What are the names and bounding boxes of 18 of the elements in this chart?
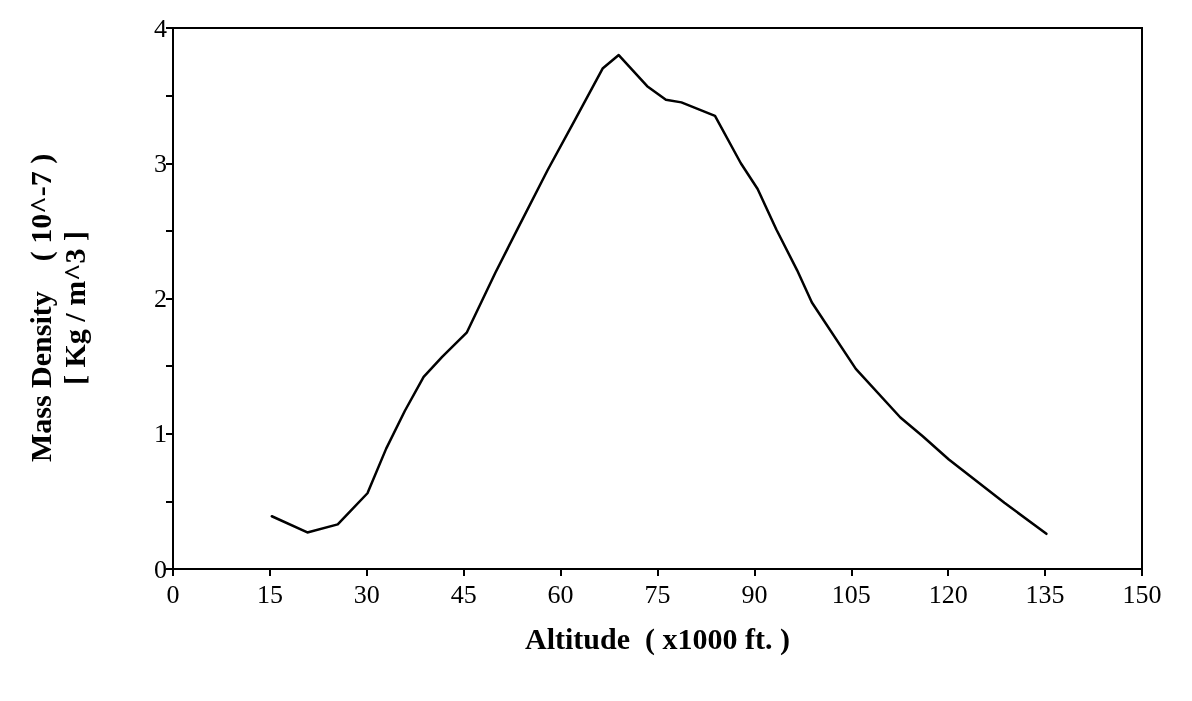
- x-tick-label: 90: [741, 579, 768, 609]
- x-tick-label: 150: [1122, 579, 1162, 609]
- x-tick-label: 135: [1025, 579, 1065, 609]
- x-tick-label: 45: [450, 579, 477, 609]
- x-tick-label: 30: [353, 579, 380, 609]
- x-tick-label: 105: [831, 579, 871, 609]
- y-tick-label: 1: [154, 419, 167, 449]
- y-tick-label: 2: [154, 284, 167, 313]
- line-series: [270, 53, 1048, 536]
- y-axis-title: Mass Density ( 10^-7 ) [ Kg / m^3 ]: [23, 153, 91, 463]
- x-tick-label: 120: [928, 579, 968, 609]
- y-tick-label: 3: [154, 148, 167, 178]
- x-tick-label: 15: [256, 579, 283, 609]
- x-axis-title: Altitude ( x1000 ft. ): [525, 621, 790, 656]
- y-tick-label: 0: [154, 554, 167, 584]
- x-tick-label: 75: [644, 579, 671, 609]
- x-tick-label: 60: [547, 579, 574, 609]
- y-tick-label: 4: [154, 13, 167, 43]
